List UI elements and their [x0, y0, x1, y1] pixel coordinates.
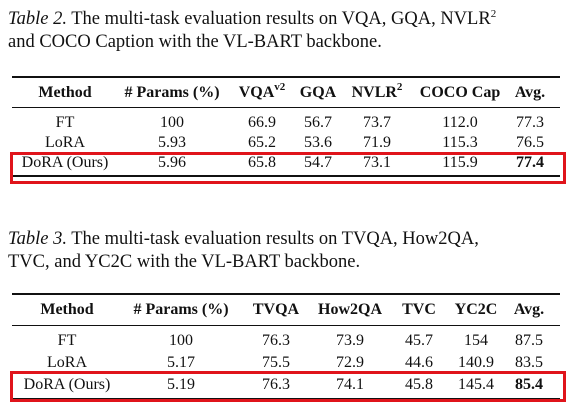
highlight-box [10, 371, 566, 402]
table-cell: 5.19 [167, 376, 195, 393]
caption-text: The multi-task evaluation results on VQA… [71, 9, 491, 29]
table-cell: DoRA (Ours) [23, 376, 111, 393]
caption-label: Table 2. [8, 9, 67, 29]
table-cell: FT [57, 332, 77, 349]
table-cell: 54.7 [304, 154, 332, 171]
table-cell: DoRA (Ours) [21, 154, 109, 171]
table-cell: 77.3 [516, 114, 544, 131]
table-cell: 66.9 [248, 114, 276, 131]
header-text: VQA [238, 84, 275, 101]
table-cell: 115.3 [442, 134, 478, 151]
table-cell: 115.9 [442, 154, 478, 171]
table-cell: 5.96 [158, 154, 186, 171]
header-sup: v2 [274, 81, 286, 93]
column-header: # Params (%) [124, 84, 220, 101]
table-cell: 76.3 [262, 332, 290, 349]
rule-mid [12, 107, 560, 108]
caption: Table 3. The multi-task evaluation resul… [8, 228, 568, 274]
column-header: TVC [402, 301, 436, 318]
caption: Table 2. The multi-task evaluation resul… [8, 8, 568, 54]
table-cell: 56.7 [304, 114, 332, 131]
table-cell: LoRA [47, 354, 87, 371]
column-header: Avg. [513, 301, 545, 318]
header-sup: 2 [396, 81, 403, 93]
table-cell: 154 [464, 332, 488, 349]
table-cell: 72.9 [336, 354, 364, 371]
table-cell: 44.6 [405, 354, 433, 371]
table-cell: 83.5 [515, 354, 543, 371]
table-cell: 45.8 [405, 376, 433, 393]
table-cell: 112.0 [442, 114, 478, 131]
caption-sup: 2 [490, 8, 497, 20]
table-cell: 73.9 [336, 332, 364, 349]
table-cell: 5.17 [167, 354, 195, 371]
column-header: COCO Cap [419, 84, 501, 101]
caption-text: The multi-task evaluation results on TVQ… [71, 229, 479, 249]
column-header: NVLR2 [351, 81, 403, 102]
column-header: YC2C [454, 301, 498, 318]
table-cell: 100 [160, 114, 184, 131]
table-cell: 73.1 [363, 154, 391, 171]
table-cell: 5.93 [158, 134, 186, 151]
rule-top [12, 76, 560, 78]
table-cell: LoRA [45, 134, 85, 151]
table-cell: 65.8 [248, 154, 276, 171]
table-cell: 71.9 [363, 134, 391, 151]
column-header: Method [38, 84, 92, 101]
rule-top [12, 293, 560, 295]
column-header: Method [40, 301, 94, 318]
table-cell: 87.5 [515, 332, 543, 349]
caption-label: Table 3. [8, 229, 67, 249]
rule-mid [12, 325, 560, 326]
table-cell: 76.5 [516, 134, 544, 151]
table-cell: 76.3 [262, 376, 290, 393]
table-cell: 73.7 [363, 114, 391, 131]
highlight-box [10, 152, 566, 184]
table-cell: 77.4 [516, 154, 544, 171]
table-cell: 100 [169, 332, 193, 349]
column-header: Avg. [514, 84, 546, 101]
column-header: VQAv2 [238, 81, 286, 102]
column-header: How2QA [318, 301, 382, 318]
table-cell: 65.2 [248, 134, 276, 151]
table-cell: 75.5 [262, 354, 290, 371]
table-cell: 53.6 [304, 134, 332, 151]
table-cell: FT [55, 114, 75, 131]
caption-text: and COCO Caption with the VL-BART backbo… [8, 32, 382, 52]
table-cell: 140.9 [458, 354, 494, 371]
caption-text: TVC, and YC2C with the VL-BART backbone. [8, 252, 361, 272]
column-header: # Params (%) [133, 301, 229, 318]
header-text: NVLR [351, 84, 397, 101]
column-header: TVQA [252, 301, 300, 318]
table-cell: 74.1 [336, 376, 364, 393]
table-cell: 45.7 [405, 332, 433, 349]
table-cell: 145.4 [458, 376, 494, 393]
table-cell: 85.4 [515, 376, 543, 393]
rule-bottom [12, 175, 560, 177]
column-header: GQA [299, 84, 337, 101]
